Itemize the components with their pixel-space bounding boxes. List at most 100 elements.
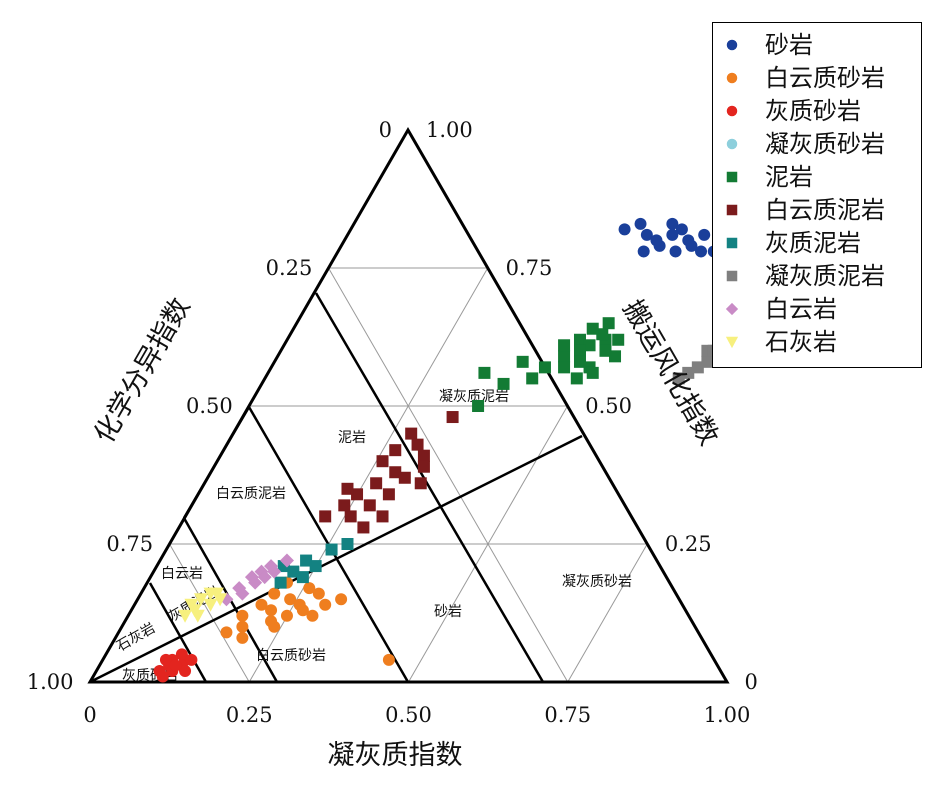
series-1	[220, 576, 395, 666]
legend-marker	[726, 138, 738, 150]
point-2-4	[175, 648, 188, 661]
series-2	[153, 648, 198, 683]
point-0-9	[695, 245, 708, 258]
point-1-13	[220, 626, 233, 639]
point-4-1	[583, 339, 596, 352]
point-0-12	[637, 245, 650, 258]
point-6-3	[274, 576, 287, 589]
point-9-0	[193, 593, 208, 607]
legend-label: 白云岩	[765, 295, 837, 323]
region-label-9: 凝灰质砂岩	[562, 574, 632, 590]
point-6-7	[341, 538, 354, 550]
point-8-6	[257, 570, 272, 585]
right-tick-3: 0.25	[665, 532, 712, 556]
legend-label: 灰质砂岩	[765, 97, 861, 125]
point-4-4	[573, 344, 586, 357]
legend-item: 白云质泥岩	[713, 194, 921, 226]
legend-marker	[726, 171, 738, 183]
legend-item: 泥岩	[713, 161, 921, 193]
legend-marker	[726, 204, 738, 216]
point-5-3	[376, 455, 389, 468]
series-9	[178, 587, 228, 623]
legend-label: 凝灰质砂岩	[765, 130, 885, 158]
legend-label: 石灰岩	[765, 328, 837, 356]
point-0-17	[666, 228, 679, 241]
point-4-20	[586, 322, 599, 335]
left-tick-2: 0.50	[186, 394, 233, 418]
point-5-6	[370, 477, 383, 490]
point-0-3	[666, 217, 679, 230]
legend-label: 灰质泥岩	[765, 229, 861, 257]
point-1-11	[319, 598, 332, 611]
boundary-line-1	[314, 292, 545, 683]
point-5-16	[389, 444, 402, 457]
legend-marker	[726, 270, 738, 282]
region-label-5: 石灰岩	[114, 620, 158, 655]
point-5-7	[351, 488, 364, 501]
bottom-tick-3: 0.75	[544, 703, 591, 727]
point-5-17	[414, 477, 427, 490]
point-4-9	[573, 355, 586, 368]
region-label-0: 凝灰质泥岩	[439, 389, 509, 405]
point-5-4	[389, 466, 402, 479]
point-1-1	[255, 598, 268, 611]
point-1-5	[312, 587, 325, 600]
right-tick-4: 0	[745, 670, 758, 694]
point-1-2	[265, 604, 278, 617]
point-5-9	[417, 460, 430, 473]
region-label-3: 白云岩	[161, 566, 203, 582]
point-6-6	[325, 543, 338, 556]
legend-item: 凝灰质泥岩	[713, 260, 921, 292]
point-1-7	[236, 620, 249, 633]
point-9-4	[178, 609, 193, 623]
point-5-12	[338, 499, 351, 512]
point-8-7	[279, 553, 294, 568]
left-tick-1: 0.25	[266, 256, 313, 280]
point-6-5	[309, 560, 322, 573]
series-4	[472, 317, 625, 412]
point-8-3	[267, 564, 282, 579]
point-1-15	[303, 582, 316, 595]
point-4-19	[478, 366, 491, 379]
legend-label: 泥岩	[765, 163, 813, 191]
point-5-14	[357, 521, 370, 534]
point-4-15	[570, 372, 583, 385]
legend-item: 砂岩	[713, 29, 921, 61]
series-5	[319, 411, 459, 534]
point-5-19	[446, 411, 459, 424]
right-tick-2: 0.50	[585, 394, 632, 418]
legend-item: 白云质砂岩	[713, 62, 921, 94]
point-1-6	[268, 587, 281, 600]
point-4-21	[602, 317, 615, 330]
point-7-9	[672, 372, 685, 385]
point-5-15	[341, 482, 354, 495]
point-9-2	[203, 598, 218, 612]
point-8-4	[248, 575, 263, 590]
bottom-tick-1: 0.25	[226, 703, 273, 727]
point-4-16	[516, 355, 529, 368]
point-2-9	[169, 659, 182, 672]
point-6-1	[287, 565, 300, 578]
bottom-tick-2: 0.50	[385, 703, 432, 727]
point-6-4	[300, 554, 313, 567]
point-7-2	[701, 355, 714, 368]
bottom-tick-4: 1.00	[704, 703, 751, 727]
legend-marker	[726, 237, 738, 249]
grid-line-r-2	[328, 267, 569, 683]
point-9-7	[190, 609, 205, 623]
point-2-11	[156, 670, 169, 683]
point-1-12	[335, 593, 348, 606]
point-5-1	[411, 438, 424, 451]
point-4-3	[596, 328, 609, 341]
bottom-tick-0: 0	[83, 703, 96, 727]
point-4-18	[472, 400, 485, 412]
point-0-0	[618, 223, 631, 236]
legend-label: 白云质泥岩	[765, 196, 885, 224]
point-1-3	[284, 593, 297, 606]
point-9-6	[213, 593, 228, 607]
bottom-axis-title: 凝灰质指数	[328, 740, 463, 771]
point-4-6	[612, 333, 625, 346]
point-4-14	[586, 366, 599, 379]
point-7-0	[682, 366, 695, 379]
legend: 砂岩 白云质砂岩灰质砂岩凝灰质砂岩泥岩白云质泥岩灰质泥岩凝灰质泥岩白云岩石灰岩	[712, 22, 922, 368]
